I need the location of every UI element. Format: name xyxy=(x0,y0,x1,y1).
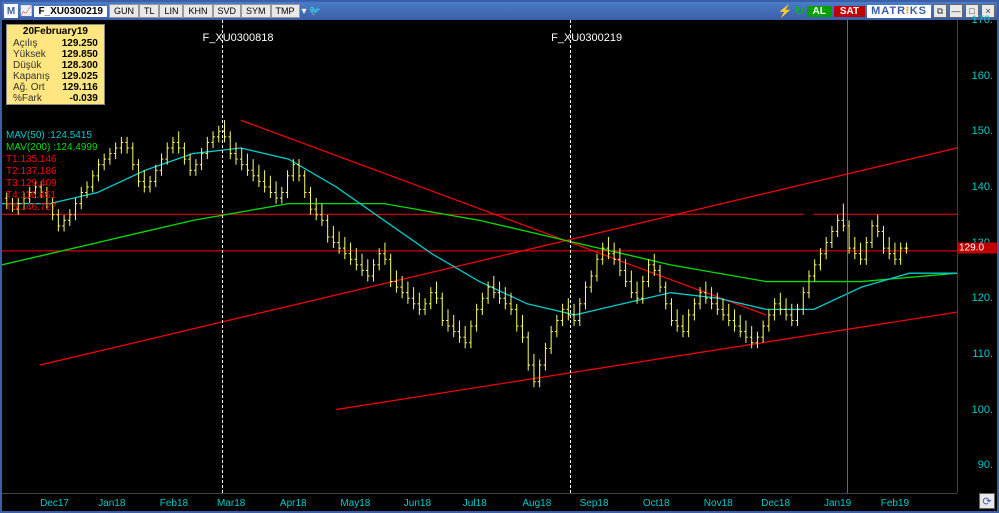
symbol-label[interactable]: F_XU0300219 xyxy=(34,6,107,17)
x-tick: Jan18 xyxy=(98,498,125,509)
x-tick: Jul18 xyxy=(463,498,487,509)
toolbar-tl[interactable]: TL xyxy=(139,4,160,18)
toolbar-khn[interactable]: KHN xyxy=(183,4,212,18)
ohlc-val: 129.025 xyxy=(56,71,104,82)
restore-icon[interactable]: ⧉ xyxy=(933,4,947,18)
y-tick: 170. xyxy=(972,14,993,26)
toolbar-lin[interactable]: LIN xyxy=(159,4,183,18)
chart-window: M 📈 F_XU0300219 GUNTLLINKHNSVDSYMTMP ▾ 🐦… xyxy=(0,0,999,513)
x-axis: Dec17 Jan18 Feb18 Mar18 Apr18 May18 Jun18 Jul18… xyxy=(2,493,957,511)
y-tick: 160. xyxy=(972,70,993,82)
contract-vline xyxy=(222,20,223,493)
indicator-label: T5:146.727 xyxy=(6,202,98,214)
x-tick: Dec18 xyxy=(761,498,790,509)
dropdown-icon[interactable]: ▾ xyxy=(302,6,307,17)
x-tick: Oct18 xyxy=(643,498,670,509)
ohlc-key: Ağ. Ort xyxy=(7,82,56,93)
toolbar-gun[interactable]: GUN xyxy=(109,4,139,18)
buy-button[interactable]: AL xyxy=(807,6,832,17)
ohlc-date: 20February19 xyxy=(7,25,104,38)
chart-area[interactable]: 20February19 Açılış129.250Yüksek129.850D… xyxy=(2,20,997,511)
indicator-label: T4:116.461 xyxy=(6,190,98,202)
y-tick: 140. xyxy=(972,181,993,193)
ohlc-key: Düşük xyxy=(7,60,56,71)
ohlc-box: 20February19 Açılış129.250Yüksek129.850D… xyxy=(6,24,105,105)
x-tick: Jan19 xyxy=(824,498,851,509)
plot-region[interactable]: 20February19 Açılış129.250Yüksek129.850D… xyxy=(2,20,957,493)
y-tick: 90. xyxy=(978,459,993,471)
contract-vline xyxy=(570,20,571,493)
x-tick: Mar18 xyxy=(217,498,245,509)
contract-vline-label: F_XU0300818 xyxy=(203,32,274,44)
indicator-label: T2:137.186 xyxy=(6,166,98,178)
ohlc-val: 128.300 xyxy=(56,60,104,71)
sell-button[interactable]: SAT xyxy=(834,6,865,17)
x-tick: Jun18 xyxy=(404,498,431,509)
x-tick: Nov18 xyxy=(704,498,733,509)
minimize-icon[interactable]: — xyxy=(949,4,963,18)
y-tick: 150. xyxy=(972,125,993,137)
ohlc-key: Yüksek xyxy=(7,49,56,60)
x-tick: Aug18 xyxy=(522,498,551,509)
indicator-label: T1:135.146 xyxy=(6,154,98,166)
indicator-labels: MAV(50) :124.5415MAV(200) :124.4999T1:13… xyxy=(6,130,98,214)
ohlc-val: 129.116 xyxy=(56,82,104,93)
app-icon: M xyxy=(4,4,18,18)
plot-svg xyxy=(2,20,957,493)
x-tick: Apr18 xyxy=(280,498,307,509)
indicator-label: T3:129.409 xyxy=(6,178,98,190)
indicator-label: MAV(50) :124.5415 xyxy=(6,130,98,142)
chart-icon: 📈 xyxy=(20,6,32,17)
ohlc-val: 129.250 xyxy=(56,38,104,49)
price-marker: 129.0 xyxy=(957,243,997,254)
y-tick: 110. xyxy=(972,348,993,360)
x-tick: Dec17 xyxy=(40,498,69,509)
indicator-label: MAV(200) :124.4999 xyxy=(6,142,98,154)
twitter-icon[interactable]: 🐦 xyxy=(309,6,321,17)
titlebar[interactable]: M 📈 F_XU0300219 GUNTLLINKHNSVDSYMTMP ▾ 🐦… xyxy=(2,2,997,20)
corner-share-icon[interactable]: ⟳ xyxy=(979,493,995,509)
ohlc-val: -0.039 xyxy=(56,93,104,104)
ohlc-key: %Fark xyxy=(7,93,56,104)
y-tick: 120. xyxy=(972,292,993,304)
refresh-icon[interactable]: ↻ xyxy=(794,4,804,18)
brand-logo: MATR፧KS xyxy=(867,5,931,18)
bolt-icon[interactable]: ⚡ xyxy=(778,4,793,18)
ohlc-val: 129.850 xyxy=(56,49,104,60)
contract-vline-label: F_XU0300219 xyxy=(551,32,622,44)
ohlc-key: Açılış xyxy=(7,38,56,49)
x-tick: Feb18 xyxy=(160,498,188,509)
toolbar-tmp[interactable]: TMP xyxy=(271,4,300,18)
y-tick: 100. xyxy=(972,404,993,416)
x-tick: Feb19 xyxy=(881,498,909,509)
x-tick: May18 xyxy=(340,498,370,509)
toolbar-sym[interactable]: SYM xyxy=(241,4,271,18)
y-axis: 90.100.110.120.130.140.150.160.170.129.0 xyxy=(957,20,997,493)
x-tick: Sep18 xyxy=(580,498,609,509)
ohlc-key: Kapanış xyxy=(7,71,56,82)
toolbar-svd[interactable]: SVD xyxy=(213,4,242,18)
cursor-vline xyxy=(847,20,848,493)
